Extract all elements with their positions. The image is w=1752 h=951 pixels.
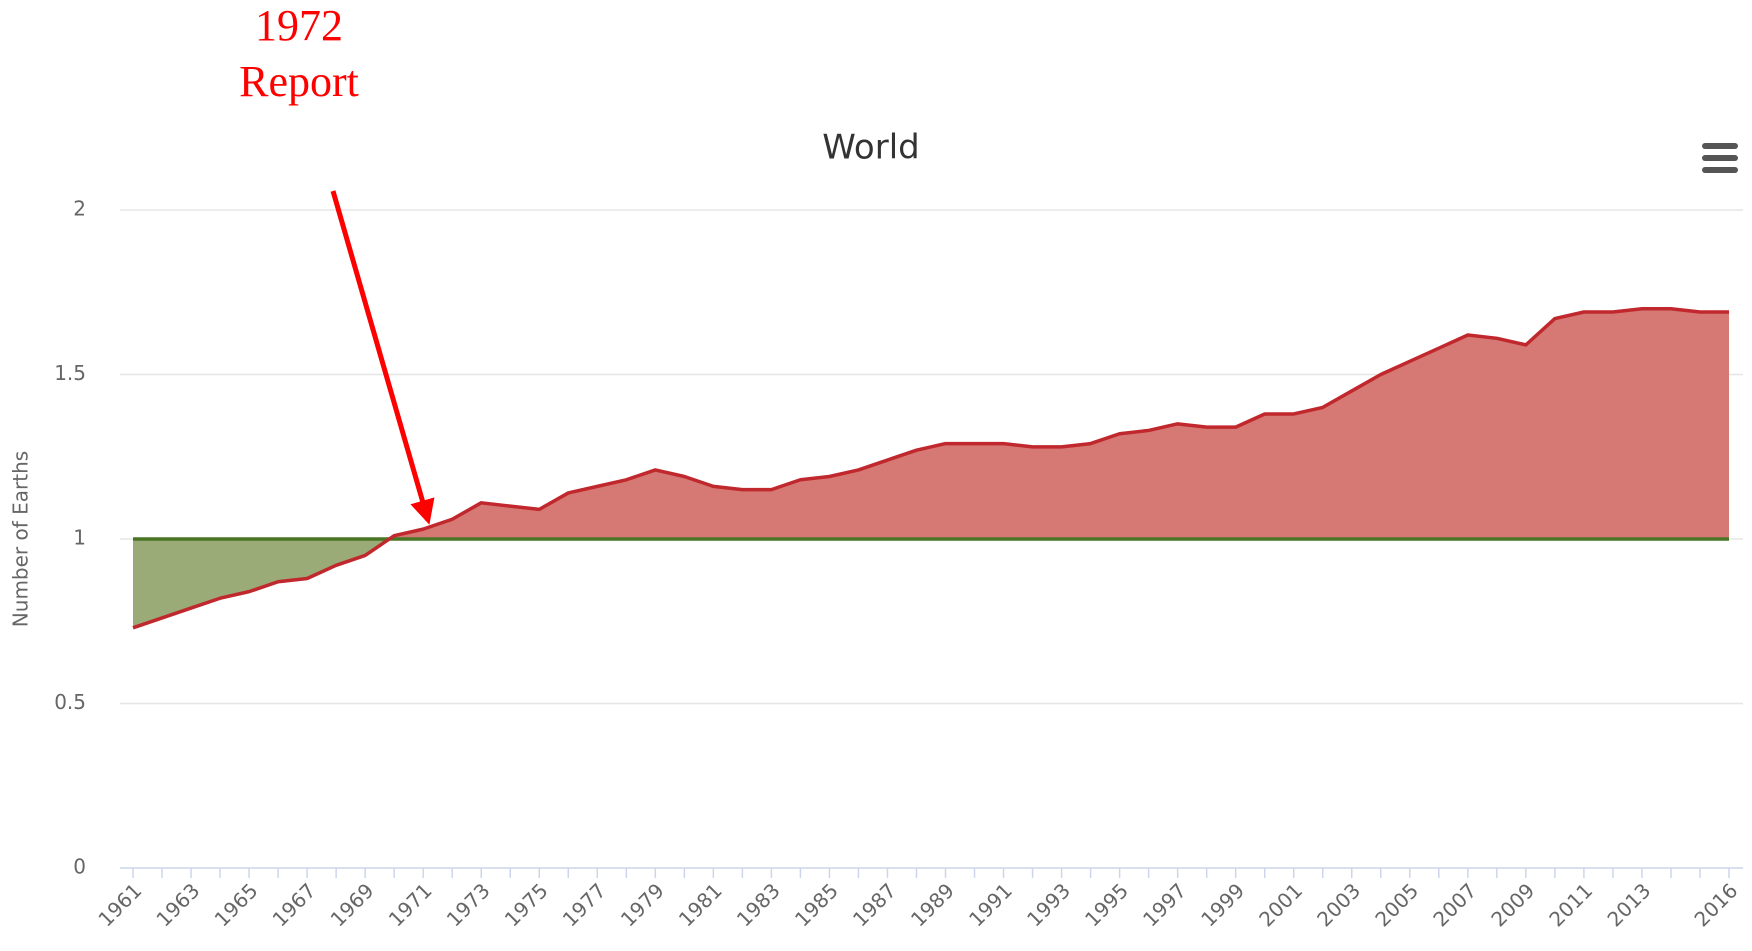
x-tick-label: 1973 — [442, 878, 495, 931]
x-tick-label: 2007 — [1428, 878, 1481, 931]
x-tick-label: 1965 — [210, 878, 263, 931]
x-tick-label: 1975 — [500, 878, 553, 931]
y-tick-label: 1 — [73, 526, 86, 550]
y-tick-label: 1.5 — [54, 361, 86, 385]
y-tick-label: 2 — [73, 197, 86, 221]
x-tick-label: 1985 — [790, 878, 843, 931]
x-tick-label: 2005 — [1370, 878, 1423, 931]
x-tick-label: 1997 — [1138, 878, 1191, 931]
annotation: 1972 — [255, 1, 343, 50]
x-tick-label: 1989 — [906, 878, 959, 931]
x-tick-label: 2016 — [1689, 878, 1742, 931]
annotation: Report — [239, 57, 359, 106]
x-tick-label: 1991 — [964, 878, 1017, 931]
x-tick-label: 2013 — [1602, 878, 1655, 931]
x-tick-label: 2011 — [1544, 878, 1597, 931]
y-tick-label: 0.5 — [54, 690, 86, 714]
x-tick-label: 1963 — [151, 878, 204, 931]
x-tick-label: 1969 — [326, 878, 379, 931]
x-tick-label: 1983 — [732, 878, 785, 931]
x-tick-label: 1967 — [268, 878, 321, 931]
x-tick-label: 1977 — [558, 878, 611, 931]
area-above — [133, 308, 1729, 539]
area-below — [133, 539, 1729, 628]
chart-title: World — [822, 128, 919, 168]
x-tick-label: 1979 — [616, 878, 669, 931]
x-tick-label: 1995 — [1080, 878, 1133, 931]
x-tick-label: 1971 — [384, 878, 437, 931]
menu-button[interactable] — [1702, 143, 1738, 173]
x-tick-label: 1987 — [848, 878, 901, 931]
y-axis-label: Number of Earths — [9, 451, 33, 627]
annotation-arrow — [330, 190, 435, 525]
x-tick-label: 2009 — [1486, 878, 1539, 931]
y-tick-label: 0 — [73, 855, 86, 879]
x-tick-label: 1981 — [674, 878, 727, 931]
line — [132, 306, 1729, 630]
x-tick-label: 2001 — [1254, 878, 1307, 931]
x-tick-label: 2003 — [1312, 878, 1365, 931]
x-tick-label: 1961 — [93, 878, 146, 931]
x-tick-label: 1999 — [1196, 878, 1249, 931]
x-tick-label: 1993 — [1022, 878, 1075, 931]
